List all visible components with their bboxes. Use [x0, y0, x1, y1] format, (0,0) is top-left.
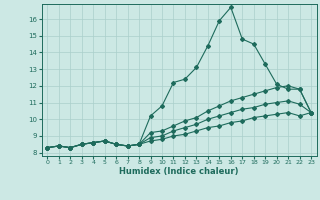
X-axis label: Humidex (Indice chaleur): Humidex (Indice chaleur)	[119, 167, 239, 176]
